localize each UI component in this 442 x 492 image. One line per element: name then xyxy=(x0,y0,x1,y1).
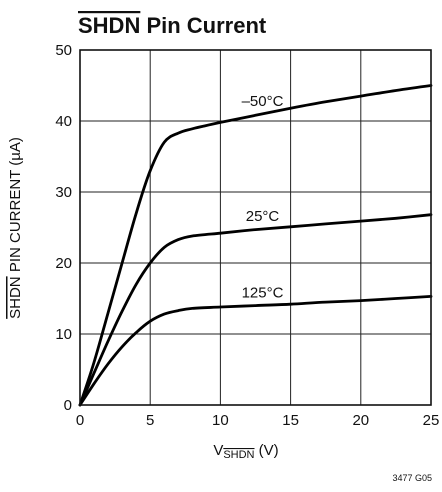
x-axis-label-prefix: V xyxy=(213,442,223,459)
y-tick-label-30: 30 xyxy=(55,184,72,201)
y-tick-labels: 0 10 20 30 40 50 xyxy=(55,42,72,414)
chart-title: SHDN Pin Current xyxy=(78,13,267,38)
y-tick-label-20: 20 xyxy=(55,255,72,272)
chart-title-overlined: SHDN xyxy=(78,13,140,38)
x-tick-label-0: 0 xyxy=(76,412,84,429)
series-2-label: 25°C xyxy=(246,208,280,225)
chart-title-rest: Pin Current xyxy=(140,13,267,38)
x-tick-label-15: 15 xyxy=(282,412,299,429)
svg-text:SHDN Pin Current: SHDN Pin Current xyxy=(78,13,267,38)
y-tick-label-40: 40 xyxy=(55,113,72,130)
y-tick-label-50: 50 xyxy=(55,42,72,59)
x-axis-label: VSHDN (V) xyxy=(213,442,278,461)
series-labels: –50°C 25°C 125°C xyxy=(242,93,284,301)
x-tick-label-5: 5 xyxy=(146,412,154,429)
x-axis-label-suffix: (V) xyxy=(255,442,279,459)
figure-id: 3477 G05 xyxy=(392,473,432,483)
x-tick-label-10: 10 xyxy=(212,412,229,429)
series-3-label: 125°C xyxy=(242,284,284,301)
y-axis-label-rest: PIN CURRENT (µA) xyxy=(7,137,24,276)
series-3-line xyxy=(78,295,433,407)
y-tick-label-0: 0 xyxy=(64,397,72,414)
x-tick-labels: 0 5 10 15 20 25 xyxy=(76,412,440,429)
series-1-line xyxy=(78,84,433,407)
y-tick-label-10: 10 xyxy=(55,326,72,343)
series-1-label: –50°C xyxy=(242,93,284,110)
x-axis-label-subscript: SHDN xyxy=(223,449,254,461)
x-tick-label-25: 25 xyxy=(423,412,440,429)
series-2-line xyxy=(78,213,433,407)
series-lines xyxy=(78,84,433,407)
x-tick-label-20: 20 xyxy=(352,412,369,429)
y-axis-label-overlined: SHDN xyxy=(7,276,24,319)
y-axis-label: SHDN PIN CURRENT (µA) xyxy=(7,137,24,319)
plot-frame xyxy=(79,49,432,406)
